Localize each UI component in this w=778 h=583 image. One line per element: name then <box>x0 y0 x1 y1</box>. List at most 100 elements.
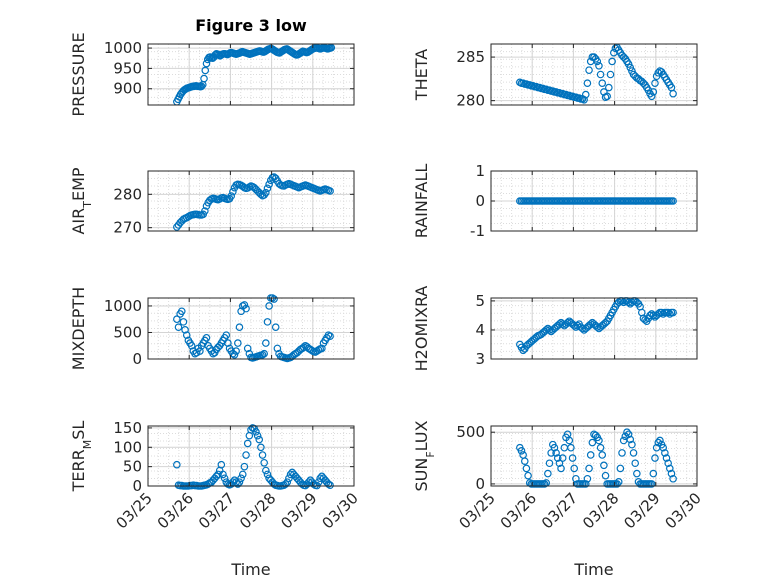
data-point <box>580 95 588 104</box>
data-point <box>581 480 590 488</box>
data-point <box>583 79 592 88</box>
data-point <box>202 59 211 68</box>
data-point <box>633 469 641 478</box>
data-point <box>572 474 580 483</box>
data-point <box>545 459 554 468</box>
data-point <box>242 451 250 459</box>
data-point <box>227 192 236 200</box>
axes-frame <box>147 170 355 232</box>
axes-frame <box>490 43 698 106</box>
data-point <box>628 67 636 75</box>
data-point <box>229 187 237 196</box>
subplot-air-temp: 270 280 AIRTEMP <box>69 167 355 237</box>
data-point <box>263 470 272 479</box>
y-tick-label: 500 <box>456 423 485 441</box>
data-point <box>230 350 239 359</box>
figure-title: Figure 3 low <box>195 16 307 35</box>
data-point <box>652 72 661 81</box>
data-point <box>270 295 278 303</box>
y-tick-label: 900 <box>113 80 142 98</box>
subplot-rainfall: -1 0 1 RAINFALL <box>412 162 698 240</box>
data-point <box>598 451 607 459</box>
data-point <box>262 466 270 475</box>
data-point <box>237 474 245 483</box>
data-point <box>262 339 270 347</box>
y-tick-label: 50 <box>123 458 142 476</box>
data-point <box>628 440 636 449</box>
data-point <box>324 480 333 488</box>
data-point <box>181 326 189 334</box>
data-point <box>623 428 631 437</box>
data-point <box>585 66 593 74</box>
data-point <box>606 70 615 79</box>
subplot-theta: 280 285 THETA <box>412 43 698 110</box>
data-point <box>649 88 658 96</box>
data-point <box>273 344 282 353</box>
data-point <box>626 63 635 72</box>
data-point <box>235 478 244 486</box>
data-point <box>281 480 290 488</box>
x-tick-label: 03/28 <box>579 489 622 532</box>
data-point <box>299 343 308 352</box>
y-tick-label: -1 <box>470 222 485 240</box>
data-point <box>235 323 244 331</box>
data-point <box>258 350 267 359</box>
x-tick-label: 03/26 <box>497 489 540 532</box>
data-point <box>593 57 602 66</box>
data-point <box>659 443 668 452</box>
data-point <box>588 438 597 447</box>
y-tick-label: 3 <box>475 350 485 368</box>
data-point <box>654 68 663 77</box>
data-point <box>257 190 265 199</box>
data-point <box>647 480 656 488</box>
data-point <box>196 347 204 355</box>
data-point <box>651 79 659 88</box>
data-point <box>253 431 262 440</box>
data-point <box>629 449 638 457</box>
data-point <box>182 331 191 339</box>
data-point <box>200 74 208 83</box>
data-point <box>316 474 325 483</box>
data-point <box>649 469 658 478</box>
y-tick-label: 280 <box>113 185 142 203</box>
data-point <box>252 428 260 436</box>
y-tick-label: 150 <box>113 419 142 437</box>
data-point <box>624 60 633 68</box>
data-point <box>326 332 334 340</box>
data-point <box>557 464 565 473</box>
data-point <box>601 471 610 480</box>
data-point <box>558 454 567 462</box>
y-tick-label: 285 <box>456 48 485 66</box>
x-tick-label: 03/26 <box>154 489 197 532</box>
data-point <box>187 341 196 350</box>
subplot-mixdepth: 0 500 1000 MIXDEPTH <box>69 287 355 370</box>
data-point <box>524 471 532 480</box>
data-point <box>224 339 232 347</box>
data-point <box>618 449 626 457</box>
data-point <box>664 308 672 317</box>
data-point <box>661 449 669 457</box>
data-point <box>232 347 240 355</box>
x-tick-label: 03/25 <box>113 489 156 532</box>
data-point <box>600 461 608 470</box>
data-point <box>586 451 595 459</box>
x-tick-label: 03/29 <box>277 489 320 532</box>
data-point <box>555 459 564 468</box>
data-point <box>581 90 590 99</box>
y-tick-label: 0 <box>132 350 142 368</box>
data-point <box>238 470 247 479</box>
data-point <box>624 430 633 439</box>
data-series <box>173 173 334 231</box>
data-point <box>263 184 272 193</box>
data-point <box>656 436 664 445</box>
y-tick-label: 0 <box>475 475 485 493</box>
axes-frame <box>147 425 355 487</box>
data-point <box>595 61 603 70</box>
subplot-h2omixra: 3 4 5 H2OMIXRA <box>412 286 698 371</box>
ylabel-pressure: PRESSURE <box>69 32 88 116</box>
data-point <box>596 70 605 79</box>
xlabel-right: Time <box>573 560 613 579</box>
data-point <box>240 301 249 309</box>
y-tick-label: 4 <box>475 321 485 339</box>
